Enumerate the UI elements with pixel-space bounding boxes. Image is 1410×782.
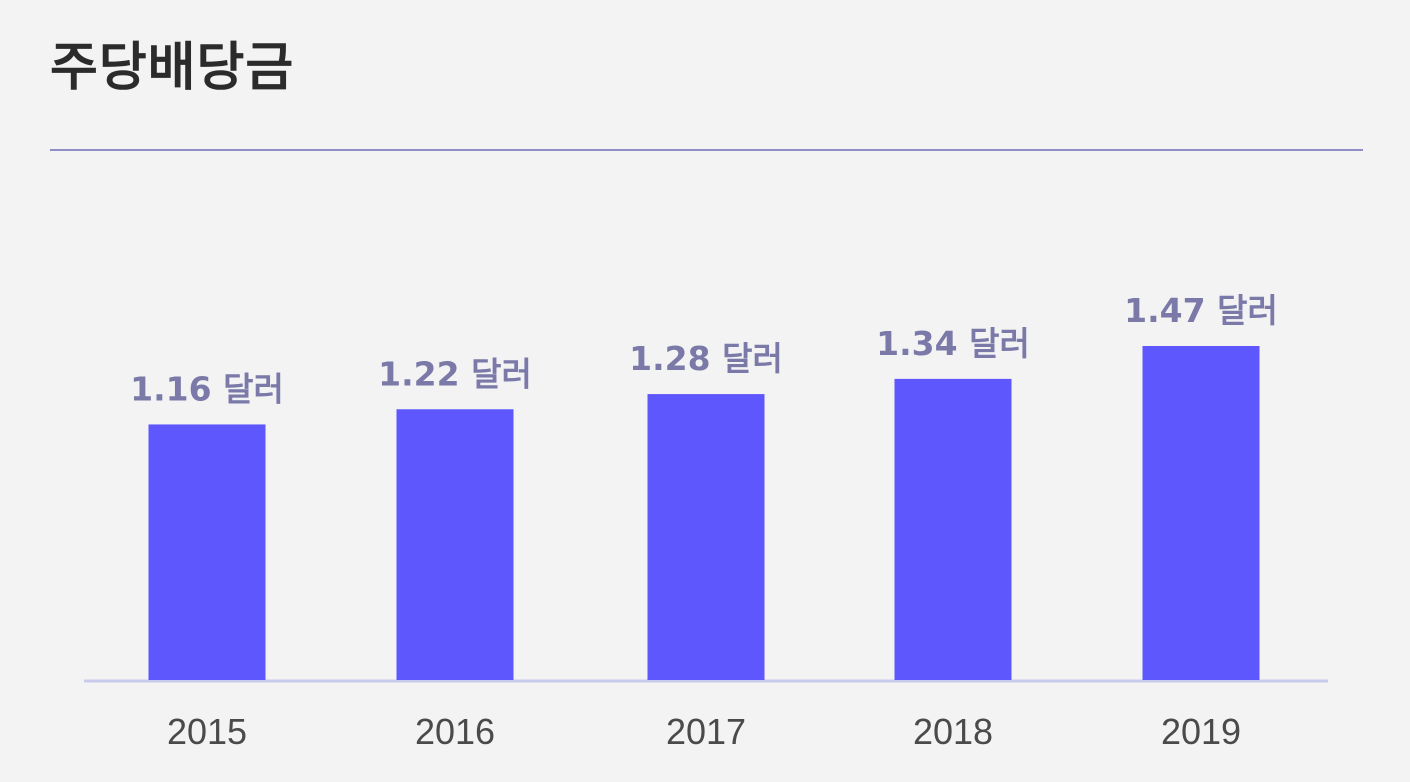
title-divider <box>50 149 1363 151</box>
data-label-2018: 1.34 달러 <box>876 324 1030 363</box>
data-label-2015: 1.16 달러 <box>130 369 284 408</box>
data-label-2016: 1.22 달러 <box>378 354 532 393</box>
data-label-2019: 1.47 달러 <box>1124 291 1278 330</box>
data-label-2017: 1.28 달러 <box>629 339 783 378</box>
x-tick-label-2016: 2016 <box>415 711 495 752</box>
bar-2019 <box>1142 346 1260 680</box>
bar-2018 <box>894 378 1012 680</box>
x-tick-label-2017: 2017 <box>666 711 746 752</box>
bar-2015 <box>148 424 266 680</box>
x-tick-label-2018: 2018 <box>913 711 993 752</box>
page-title: 주당배당금 <box>50 38 295 98</box>
x-tick-label-2019: 2019 <box>1161 711 1241 752</box>
x-tick-label-2015: 2015 <box>167 711 247 752</box>
bar-2016 <box>396 409 514 680</box>
bar-2017 <box>647 394 765 680</box>
